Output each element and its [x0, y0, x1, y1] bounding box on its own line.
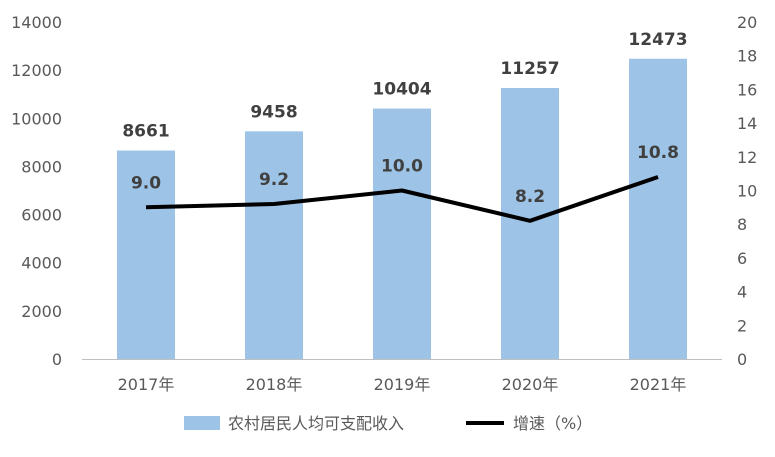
- income-bar: [373, 108, 431, 360]
- left-tick-label: 14000: [11, 13, 62, 32]
- left-tick-label: 6000: [21, 206, 62, 225]
- right-tick-label: 0: [737, 350, 747, 369]
- left-tick-label: 8000: [21, 157, 62, 176]
- left-tick-label: 12000: [11, 61, 62, 80]
- left-axis-ticks: 0 2000 4000 6000 8000 10000 12000 14000: [11, 13, 62, 369]
- right-tick-label: 4: [737, 283, 747, 302]
- legend: 农村居民人均可支配收入 增速（%）: [184, 414, 592, 433]
- right-tick-label: 14: [737, 114, 757, 133]
- x-axis-ticks: 2017年 2018年 2019年 2020年 2021年: [118, 375, 687, 394]
- income-bar: [245, 131, 303, 359]
- left-tick-label: 10000: [11, 109, 62, 128]
- income-bar-label: 11257: [500, 59, 559, 79]
- x-tick-label: 2018年: [246, 375, 303, 394]
- growth-rate-line: [145, 175, 659, 223]
- income-bar: [629, 58, 687, 359]
- left-tick-label: 2000: [21, 302, 62, 321]
- right-tick-label: 2: [737, 316, 747, 335]
- legend-bar-swatch: [184, 416, 220, 430]
- right-axis-ticks: 0 2 4 6 8 10 12 14 16 18 20: [737, 13, 757, 369]
- legend-line-label: 增速（%）: [513, 414, 592, 433]
- growth-rate-label: 10.0: [381, 157, 423, 177]
- x-tick-label: 2019年: [374, 375, 431, 394]
- x-tick-label: 2017年: [118, 375, 175, 394]
- growth-rate-label: 9.2: [259, 170, 289, 190]
- x-tick-label: 2021年: [630, 375, 687, 394]
- right-tick-label: 12: [737, 148, 757, 167]
- income-bar-labels: 8661 9458 10404 11257 12473: [122, 30, 687, 142]
- income-bar: [501, 88, 559, 360]
- growth-rate-label: 9.0: [131, 173, 161, 193]
- x-tick-label: 2020年: [502, 375, 559, 394]
- growth-rate-label: 10.8: [637, 143, 679, 163]
- right-tick-label: 20: [737, 13, 757, 32]
- growth-rate-label: 8.2: [515, 187, 545, 207]
- left-tick-label: 0: [52, 350, 62, 369]
- income-bar-label: 10404: [372, 80, 431, 100]
- left-tick-label: 4000: [21, 254, 62, 273]
- income-bars: [117, 58, 687, 360]
- right-tick-label: 8: [737, 215, 747, 234]
- right-tick-label: 10: [737, 182, 757, 201]
- right-tick-label: 6: [737, 249, 747, 268]
- right-tick-label: 16: [737, 80, 757, 99]
- right-tick-label: 18: [737, 47, 757, 66]
- legend-bar-label: 农村居民人均可支配收入: [228, 414, 404, 433]
- income-bar-label: 12473: [628, 30, 687, 50]
- growth-rate-labels: 9.0 9.2 10.0 8.2 10.8: [131, 143, 679, 207]
- income-bar: [117, 150, 175, 359]
- income-bar-label: 8661: [122, 122, 169, 142]
- income-bar-label: 9458: [250, 102, 297, 122]
